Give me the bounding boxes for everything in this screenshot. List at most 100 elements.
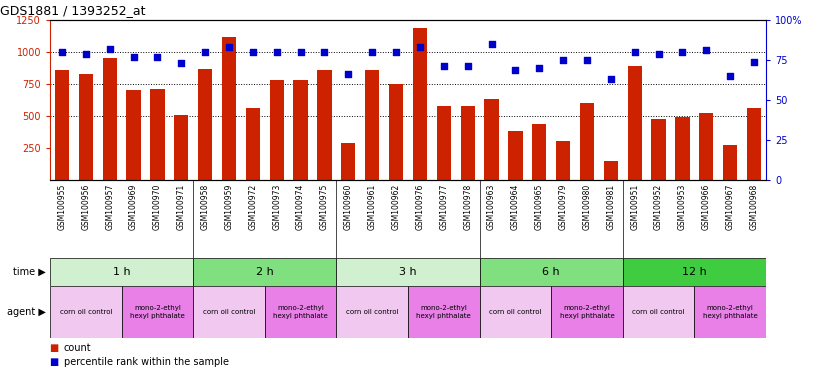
Point [389,49,402,55]
Bar [246,108,260,180]
Point [605,76,618,82]
Point [747,58,761,65]
Text: GSM100961: GSM100961 [368,184,377,230]
Text: GDS1881 / 1393252_at: GDS1881 / 1393252_at [0,5,145,17]
Text: GSM100971: GSM100971 [177,184,186,230]
Text: corn oil control: corn oil control [346,309,398,315]
Bar [193,286,265,338]
Text: GSM100960: GSM100960 [344,184,353,230]
Point [676,49,689,55]
Bar [651,119,666,180]
Point [509,66,522,73]
Bar [126,90,140,180]
Text: GSM100953: GSM100953 [678,184,687,230]
Text: ■: ■ [50,357,62,367]
Bar [408,286,480,338]
Point [127,54,140,60]
Point [580,57,593,63]
Text: 12 h: 12 h [682,267,707,277]
Text: mono-2-ethyl
hexyl phthalate: mono-2-ethyl hexyl phthalate [703,305,757,319]
Point [461,63,474,70]
Text: mono-2-ethyl
hexyl phthalate: mono-2-ethyl hexyl phthalate [560,305,614,319]
Point [223,44,236,50]
Text: 3 h: 3 h [399,267,417,277]
Bar [532,124,547,180]
Bar [604,161,618,180]
Text: GSM100951: GSM100951 [630,184,639,230]
Text: GSM100974: GSM100974 [296,184,305,230]
Bar [580,103,594,180]
Point [103,46,116,52]
Text: mono-2-ethyl
hexyl phthalate: mono-2-ethyl hexyl phthalate [130,305,184,319]
Text: GSM100952: GSM100952 [654,184,663,230]
Text: corn oil control: corn oil control [632,309,685,315]
Bar [623,258,766,286]
Bar [336,258,480,286]
Bar [628,66,642,180]
Bar [193,258,336,286]
Text: GSM100969: GSM100969 [129,184,138,230]
Text: count: count [64,343,91,353]
Point [485,41,498,47]
Bar [437,106,451,180]
Text: GSM100965: GSM100965 [534,184,543,230]
Bar [694,286,766,338]
Bar [222,36,236,180]
Text: GSM100966: GSM100966 [702,184,711,230]
Point [414,44,427,50]
Bar [122,286,193,338]
Point [175,60,188,66]
Bar [508,131,522,180]
Text: GSM100981: GSM100981 [606,184,615,230]
Point [79,51,92,57]
Text: corn oil control: corn oil control [60,309,112,315]
Bar [556,141,570,180]
Point [342,71,355,78]
Bar [317,70,331,180]
Text: GSM100957: GSM100957 [105,184,114,230]
Point [700,47,713,53]
Bar [294,79,308,180]
Bar [480,286,551,338]
Bar [747,108,761,180]
Text: 2 h: 2 h [256,267,273,277]
Text: 1 h: 1 h [113,267,131,277]
Text: corn oil control: corn oil control [489,309,542,315]
Point [628,49,641,55]
Text: percentile rank within the sample: percentile rank within the sample [64,357,229,367]
Point [557,57,570,63]
Text: GSM100979: GSM100979 [559,184,568,230]
Text: GSM100964: GSM100964 [511,184,520,230]
Text: ■: ■ [50,343,62,353]
Point [198,49,211,55]
Point [246,49,259,55]
Bar [413,28,427,180]
Bar [336,286,408,338]
Text: GSM100968: GSM100968 [750,184,759,230]
Text: GSM100956: GSM100956 [82,184,91,230]
Text: GSM100978: GSM100978 [463,184,472,230]
Text: GSM100959: GSM100959 [224,184,233,230]
Bar [551,286,623,338]
Text: GSM100970: GSM100970 [153,184,162,230]
Text: GSM100963: GSM100963 [487,184,496,230]
Bar [341,143,356,180]
Text: GSM100973: GSM100973 [273,184,282,230]
Point [318,49,331,55]
Bar [50,258,193,286]
Point [533,65,546,71]
Text: mono-2-ethyl
hexyl phthalate: mono-2-ethyl hexyl phthalate [273,305,328,319]
Text: GSM100962: GSM100962 [392,184,401,230]
Text: GSM100955: GSM100955 [57,184,66,230]
Point [151,54,164,60]
Point [724,73,737,79]
Bar [174,115,188,180]
Bar [676,117,690,180]
Bar [699,113,713,180]
Text: mono-2-ethyl
hexyl phthalate: mono-2-ethyl hexyl phthalate [416,305,471,319]
Text: time ▶: time ▶ [13,267,46,277]
Text: corn oil control: corn oil control [202,309,255,315]
Bar [78,74,93,180]
Point [55,49,69,55]
Text: GSM100958: GSM100958 [201,184,210,230]
